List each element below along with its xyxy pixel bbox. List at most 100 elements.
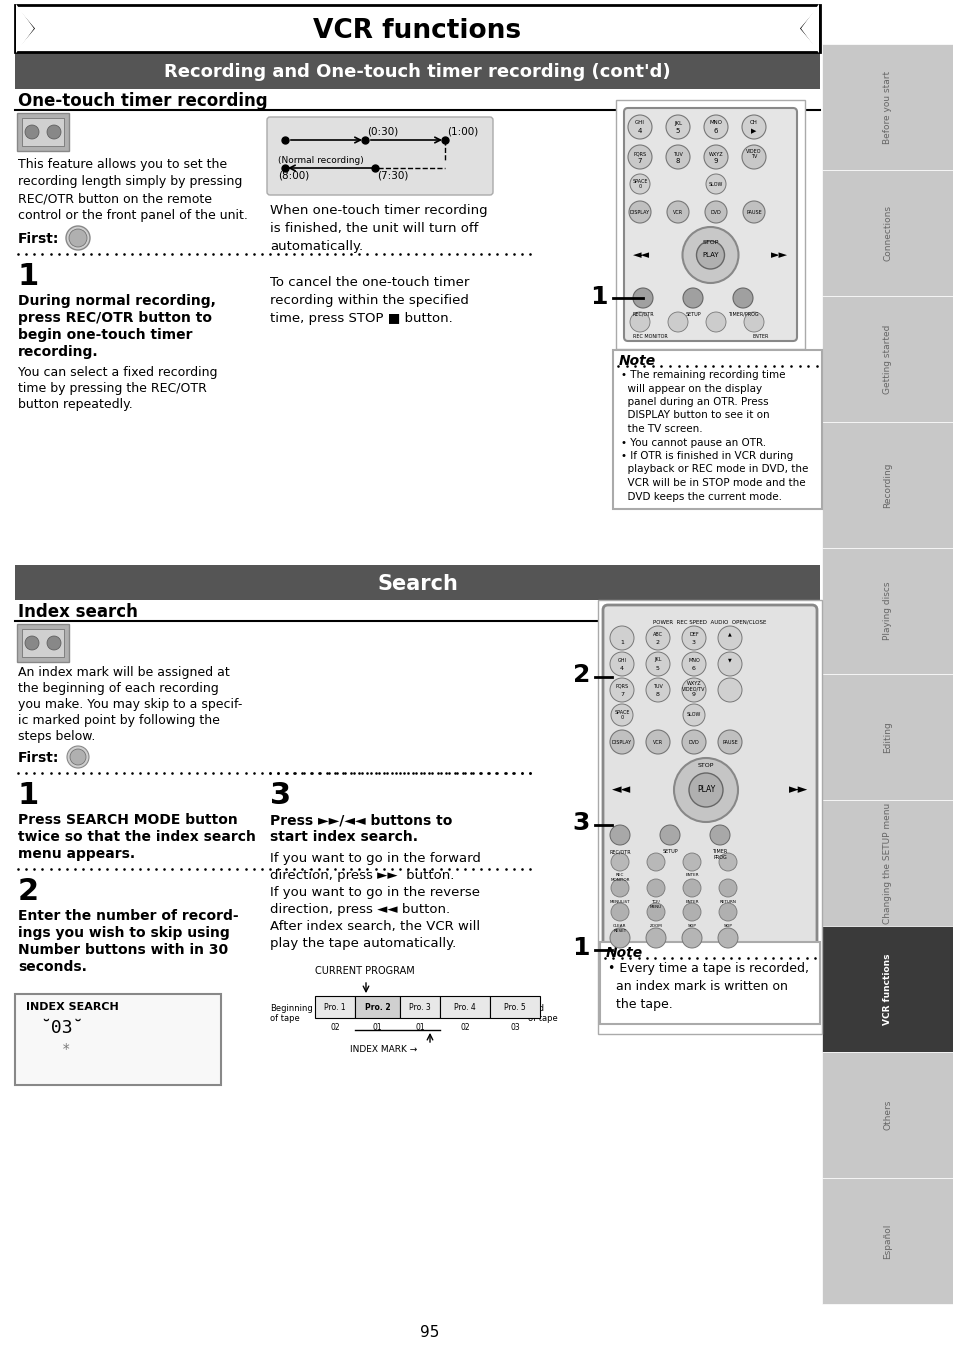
Text: VCR: VCR: [672, 209, 682, 214]
Point: [165, 859, 180, 880]
Point: [311, 762, 326, 783]
Text: REC
MONITOR: REC MONITOR: [610, 874, 629, 882]
Point: [375, 243, 391, 264]
Text: 3: 3: [270, 780, 291, 810]
Text: An index mark will be assigned at: An index mark will be assigned at: [18, 666, 230, 679]
Point: [664, 948, 679, 969]
FancyBboxPatch shape: [598, 600, 821, 1034]
Point: [506, 762, 521, 783]
Point: [714, 356, 729, 377]
Point: [67, 243, 82, 264]
Text: seconds.: seconds.: [18, 960, 87, 975]
Point: [221, 859, 236, 880]
Point: [514, 243, 529, 264]
Bar: [399, 996, 439, 1018]
Point: [740, 356, 755, 377]
Point: [706, 948, 721, 969]
Circle shape: [659, 825, 679, 845]
Point: [230, 762, 245, 783]
Point: [327, 762, 342, 783]
Text: ENTER: ENTER: [752, 334, 768, 338]
Circle shape: [681, 625, 705, 650]
Text: WXYZ: WXYZ: [708, 151, 722, 156]
Point: [327, 243, 342, 264]
Point: [253, 859, 269, 880]
Point: [731, 356, 746, 377]
Point: [384, 859, 399, 880]
Text: RETURN: RETURN: [719, 900, 736, 905]
Point: [34, 859, 50, 880]
Circle shape: [645, 678, 669, 702]
Text: Español: Español: [882, 1224, 892, 1259]
Text: VCR functions: VCR functions: [882, 953, 892, 1024]
Text: 4: 4: [619, 666, 623, 670]
Text: Pro. 1: Pro. 1: [324, 1003, 345, 1011]
Point: [237, 243, 253, 264]
Point: [246, 243, 261, 264]
Point: [262, 762, 277, 783]
Point: [51, 762, 66, 783]
Point: [455, 762, 470, 783]
Point: [149, 762, 164, 783]
FancyBboxPatch shape: [267, 117, 493, 195]
Point: [10, 243, 26, 264]
Point: [156, 243, 172, 264]
Text: Others: Others: [882, 1100, 892, 1130]
Point: [75, 243, 91, 264]
Text: *: *: [38, 1042, 70, 1055]
Point: [279, 762, 294, 783]
Circle shape: [682, 288, 702, 307]
Text: ings you wish to skip using: ings you wish to skip using: [18, 926, 230, 940]
Point: [357, 129, 373, 151]
Point: [262, 859, 277, 880]
Point: [481, 762, 497, 783]
Point: [271, 762, 286, 783]
Point: [522, 243, 537, 264]
Circle shape: [629, 174, 649, 194]
Polygon shape: [16, 4, 34, 53]
Point: [473, 859, 488, 880]
Point: [514, 859, 529, 880]
Point: [277, 129, 293, 151]
Text: If you want to go in the forward: If you want to go in the forward: [270, 852, 480, 865]
Text: Before you start: Before you start: [882, 70, 892, 144]
Point: [352, 859, 367, 880]
Text: MNO: MNO: [687, 658, 700, 662]
Text: TIMER/PROG: TIMER/PROG: [727, 311, 758, 317]
Text: (0:30): (0:30): [367, 125, 397, 136]
Circle shape: [673, 758, 738, 822]
Text: menu appears.: menu appears.: [18, 847, 135, 861]
Point: [522, 762, 537, 783]
Circle shape: [25, 125, 39, 139]
Text: DISPLAY: DISPLAY: [629, 209, 649, 214]
Text: you make. You may skip to a specif-: you make. You may skip to a specif-: [18, 698, 242, 710]
Text: Note: Note: [605, 946, 642, 960]
FancyBboxPatch shape: [17, 113, 69, 151]
Circle shape: [646, 853, 664, 871]
Text: 01: 01: [373, 1023, 382, 1033]
Point: [59, 243, 74, 264]
Circle shape: [645, 927, 665, 948]
Text: 1: 1: [18, 262, 39, 291]
Point: [488, 762, 503, 783]
Point: [237, 762, 253, 783]
Text: panel during an OTR. Press: panel during an OTR. Press: [620, 398, 768, 407]
Point: [124, 859, 139, 880]
Circle shape: [665, 146, 689, 168]
Point: [197, 859, 213, 880]
Text: 01: 01: [415, 1023, 424, 1033]
Point: [506, 859, 521, 880]
Text: Changing the SETUP menu: Changing the SETUP menu: [882, 802, 892, 923]
Circle shape: [743, 311, 763, 332]
Text: DVD: DVD: [688, 740, 699, 744]
Point: [327, 859, 342, 880]
Text: Pro. 3: Pro. 3: [409, 1003, 431, 1011]
Text: 6: 6: [713, 128, 718, 133]
Point: [714, 948, 729, 969]
Point: [304, 762, 319, 783]
Text: DVD: DVD: [710, 209, 720, 214]
Point: [497, 859, 513, 880]
Point: [287, 762, 302, 783]
Point: [230, 243, 245, 264]
Circle shape: [719, 879, 737, 896]
